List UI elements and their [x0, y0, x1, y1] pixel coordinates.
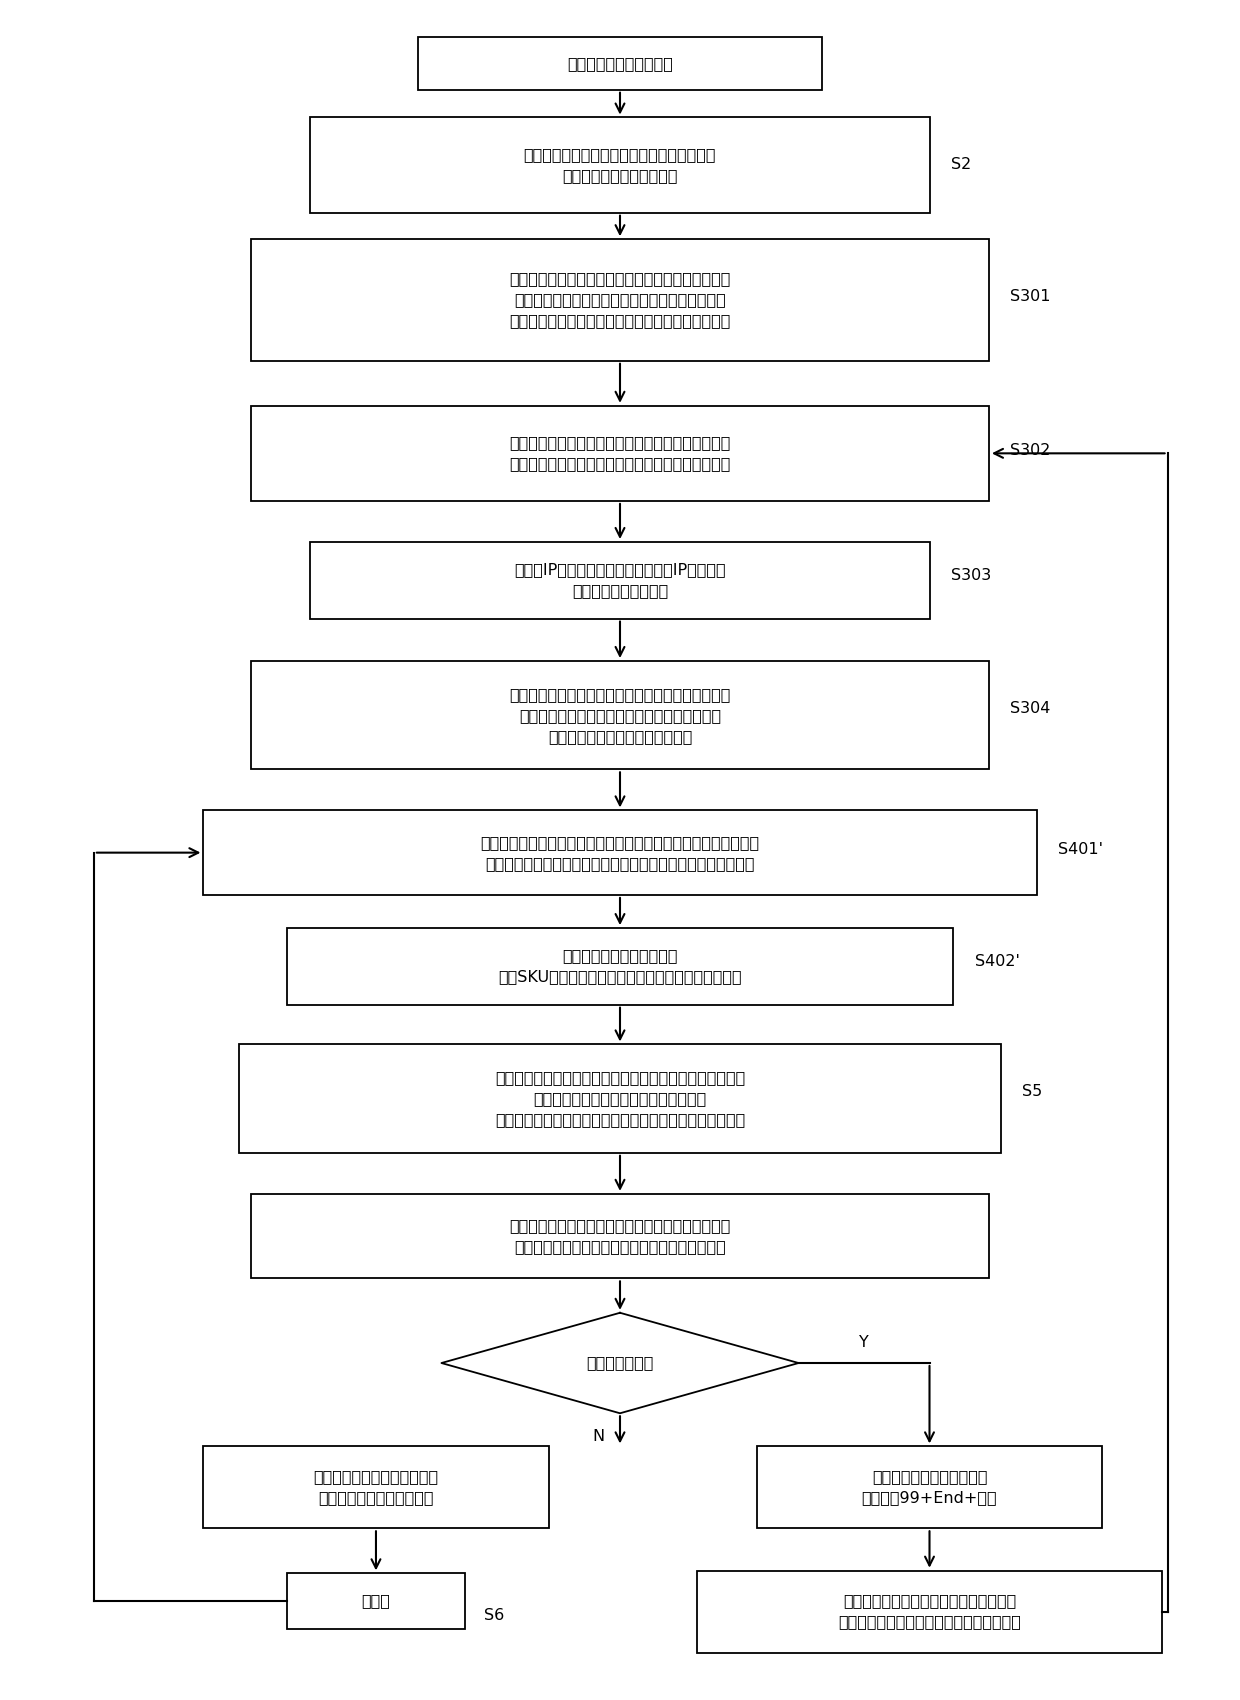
- Text: 拣货员根据移动拣货车上第二电子标签的提示，将移
动拣货车送至拣货区域排头扫描移动拣货车的条形码: 拣货员根据移动拣货车上第二电子标签的提示，将移 动拣货车送至拣货区域排头扫描移动…: [510, 435, 730, 471]
- Text: S302: S302: [1011, 442, 1050, 457]
- Bar: [250, 240, 990, 360]
- Text: S6: S6: [485, 1608, 505, 1623]
- Bar: [756, 1447, 1102, 1528]
- Text: S304: S304: [1011, 700, 1050, 716]
- Bar: [286, 928, 954, 1005]
- Bar: [286, 1572, 465, 1629]
- Text: 移动拣货车上对应第二标签上
显示下一个要去的拣货位置: 移动拣货车上对应第二标签上 显示下一个要去的拣货位置: [314, 1469, 439, 1504]
- Bar: [203, 811, 1037, 894]
- Text: S2: S2: [951, 156, 971, 172]
- Bar: [203, 1447, 548, 1528]
- Bar: [250, 1193, 990, 1278]
- Text: 上位机接收到条码信息后，根据条码和区域筛选订单
信息，分别给货架和移动拣货车都发送一条订单
的指令，点亮对应的第一电子标签: 上位机接收到条码信息后，根据条码和区域筛选订单 信息，分别给货架和移动拣货车都发…: [510, 687, 730, 743]
- Bar: [250, 406, 990, 502]
- Text: Y: Y: [859, 1334, 869, 1350]
- Text: 是否全部拣完？: 是否全部拣完？: [587, 1355, 653, 1370]
- Text: S303: S303: [951, 568, 991, 583]
- Text: 上位机给所述移动拣货车发送拣货指令，一次只处理一个订单，所
述上位机通过拣货指令控制所述移动拣货车的第二电子标签闪动: 上位机给所述移动拣货车发送拣货指令，一次只处理一个订单，所 述上位机通过拣货指令…: [480, 835, 760, 870]
- Text: 移动拣货车与上位机连接: 移动拣货车与上位机连接: [567, 56, 673, 71]
- Text: S401': S401': [1058, 842, 1104, 857]
- Bar: [250, 661, 990, 770]
- Text: S301: S301: [1011, 289, 1052, 304]
- Bar: [310, 117, 930, 212]
- Text: N: N: [593, 1430, 605, 1443]
- Text: 货架上该订单中的属于该区
域的SKU对应的第一电子标签灯光长亮且显示需拣数量: 货架上该订单中的属于该区 域的SKU对应的第一电子标签灯光长亮且显示需拣数量: [498, 949, 742, 984]
- Bar: [418, 37, 822, 90]
- Text: 服务器接收到按键信息后，发送熄灭指令并修改库存
数量，直到货架上最后一个第一电子标签灯光熄灭: 服务器接收到按键信息后，发送熄灭指令并修改库存 数量，直到货架上最后一个第一电子…: [510, 1219, 730, 1255]
- Bar: [697, 1571, 1162, 1652]
- Text: S402': S402': [975, 954, 1019, 969]
- Text: S5: S5: [1022, 1085, 1043, 1098]
- Bar: [239, 1044, 1001, 1153]
- Text: 通过移动拣货车进行扫码，并给所述移动拣货
车的第二电子标签分配订单: 通过移动拣货车进行扫码，并给所述移动拣货 车的第二电子标签分配订单: [523, 148, 717, 184]
- Text: 移动拣货车上对应第二电子
标签显示99+End+绿灯: 移动拣货车上对应第二电子 标签显示99+End+绿灯: [862, 1469, 997, 1504]
- Text: 上位机读取条形码，新增该移动拣货车的分配信息，
查询已分配的订单要去的第一个拣货区域，上位机
发送指令，对应第二电子标签显示第一个要去的区域: 上位机读取条形码，新增该移动拣货车的分配信息， 查询已分配的订单要去的第一个拣货…: [510, 272, 730, 328]
- Text: 对区域IP的信息进行解析，根据区域IP查询该拣
货区域当前的区域信息: 对区域IP的信息进行解析，根据区域IP查询该拣 货区域当前的区域信息: [515, 563, 725, 598]
- Text: 拣货员根据货架上第一电子标签的提示，拣相应数量的货物
放至移动拣货车灯光正在闪动的货框内，
拣完相应数量的货物后，拍下货架上的第一电子标签的按键: 拣货员根据货架上第一电子标签的提示，拣相应数量的货物 放至移动拣货车灯光正在闪动…: [495, 1069, 745, 1127]
- Text: 继续拣: 继续拣: [362, 1593, 391, 1608]
- Text: 进入下一个拣货区域，排头还需要扫码，
确认进入拣货区域，继续拣，直到全部完成: 进入下一个拣货区域，排头还需要扫码， 确认进入拣货区域，继续拣，直到全部完成: [838, 1593, 1021, 1630]
- Bar: [310, 542, 930, 619]
- Polygon shape: [441, 1312, 799, 1413]
